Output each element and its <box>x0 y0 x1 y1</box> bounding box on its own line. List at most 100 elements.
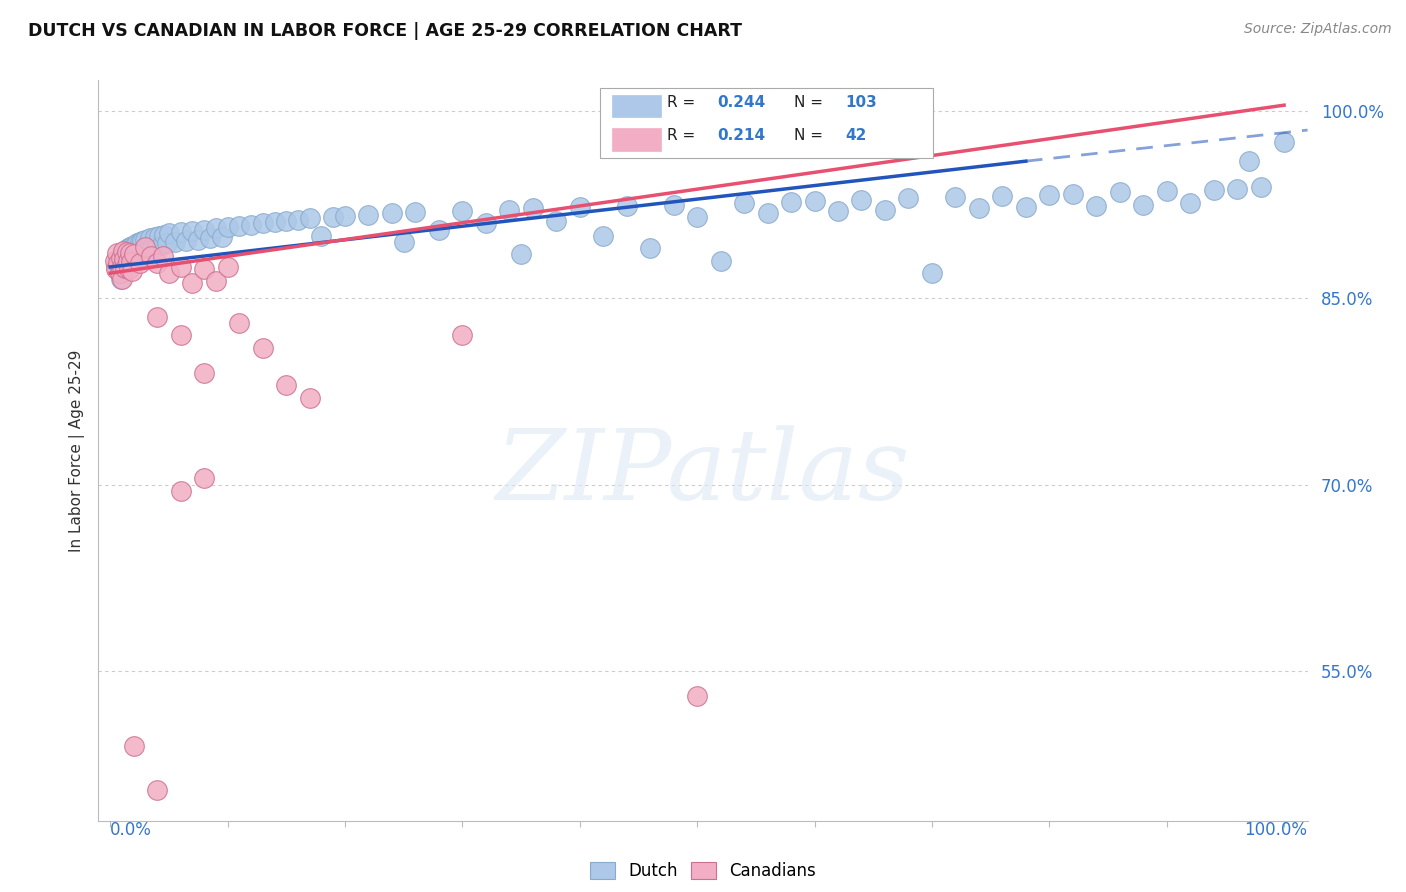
Point <box>510 247 533 261</box>
Point <box>122 739 145 753</box>
Point <box>124 246 146 260</box>
Point <box>217 260 239 274</box>
Point <box>107 256 129 270</box>
Point <box>128 235 150 249</box>
Point <box>357 208 380 222</box>
Point <box>733 196 755 211</box>
Point <box>146 256 169 270</box>
Point <box>120 246 142 260</box>
Point <box>112 263 135 277</box>
Point <box>451 203 474 218</box>
Point <box>127 236 149 251</box>
Point <box>897 192 920 206</box>
Text: N =: N = <box>793 95 823 110</box>
Point <box>1015 200 1038 214</box>
Point <box>131 234 153 248</box>
Point <box>157 227 180 241</box>
Text: Source: ZipAtlas.com: Source: ZipAtlas.com <box>1244 22 1392 37</box>
Point <box>141 240 163 254</box>
Point <box>121 263 143 277</box>
Point <box>107 253 129 268</box>
Point <box>115 259 138 273</box>
Point <box>568 200 591 214</box>
Point <box>851 193 873 207</box>
Point <box>176 234 198 248</box>
Point <box>803 194 825 208</box>
Point <box>193 366 215 380</box>
Point <box>111 256 134 270</box>
Point <box>1272 136 1295 150</box>
Point <box>522 202 544 216</box>
Point <box>322 210 344 224</box>
Point <box>404 205 426 219</box>
Point <box>118 262 141 277</box>
Point <box>546 214 568 228</box>
Point <box>169 225 191 239</box>
Point <box>128 256 150 270</box>
Point <box>333 209 356 223</box>
Point <box>1108 186 1130 200</box>
Point <box>181 224 204 238</box>
Text: R =: R = <box>666 128 695 144</box>
Point <box>120 240 142 254</box>
Point <box>381 206 404 220</box>
Point <box>169 260 191 274</box>
Point <box>127 245 149 260</box>
Point <box>1062 186 1084 201</box>
Text: 0.244: 0.244 <box>717 95 766 110</box>
Point <box>756 206 779 220</box>
Point <box>1156 184 1178 198</box>
Point <box>686 690 709 704</box>
Point <box>108 266 131 280</box>
Point <box>117 253 139 268</box>
Point <box>169 483 191 498</box>
Point <box>498 202 520 217</box>
Point <box>120 256 142 270</box>
Point <box>592 228 614 243</box>
Point <box>204 221 226 235</box>
Point <box>155 236 177 251</box>
Point <box>110 272 132 286</box>
Text: DUTCH VS CANADIAN IN LABOR FORCE | AGE 25-29 CORRELATION CHART: DUTCH VS CANADIAN IN LABOR FORCE | AGE 2… <box>28 22 742 40</box>
Point <box>662 197 685 211</box>
Text: R =: R = <box>666 95 695 110</box>
Point <box>108 266 131 280</box>
Point <box>873 202 896 217</box>
Point <box>710 253 733 268</box>
Point <box>311 228 333 243</box>
Point <box>298 391 321 405</box>
Point <box>146 310 169 324</box>
Point <box>616 199 638 213</box>
Point <box>298 211 321 226</box>
Point <box>392 235 415 249</box>
Point <box>148 228 170 243</box>
Point <box>120 249 142 263</box>
Point <box>228 219 250 233</box>
Point <box>132 243 155 257</box>
Text: 0.214: 0.214 <box>717 128 766 144</box>
Point <box>163 235 186 249</box>
Point <box>134 233 156 247</box>
Point <box>193 262 215 277</box>
Point <box>136 241 159 255</box>
Point <box>105 260 128 274</box>
Point <box>287 212 309 227</box>
Point <box>153 227 176 242</box>
Point <box>181 276 204 290</box>
Point <box>146 782 169 797</box>
Point <box>105 262 128 277</box>
Point <box>121 247 143 261</box>
Bar <box>612 128 661 151</box>
Point <box>263 215 285 229</box>
Point <box>157 266 180 280</box>
Point <box>169 328 191 343</box>
Point <box>111 260 134 274</box>
Point <box>134 240 156 254</box>
Point <box>780 195 803 210</box>
Text: 42: 42 <box>845 128 868 144</box>
Point <box>991 189 1014 203</box>
Point <box>921 266 943 280</box>
Point <box>638 241 661 255</box>
Point <box>128 244 150 258</box>
Point <box>117 250 139 264</box>
